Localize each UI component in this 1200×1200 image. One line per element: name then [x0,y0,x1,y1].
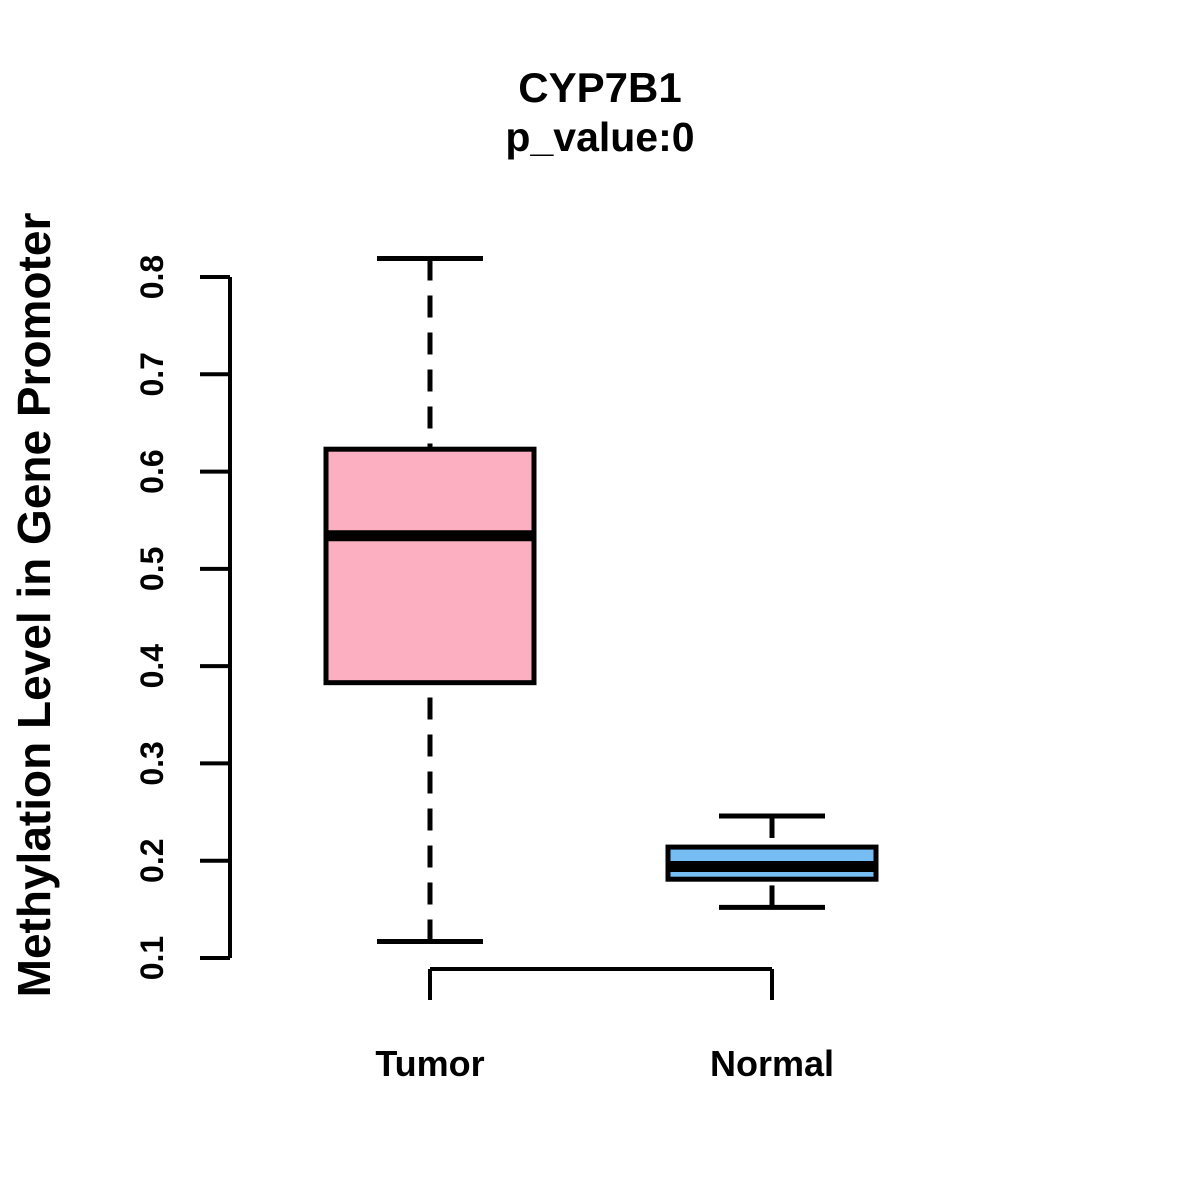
y-axis-title: Methylation Level in Gene Promoter [8,212,60,998]
y-tick-label: 0.4 [134,644,170,689]
chart-subtitle: p_value:0 [505,114,695,160]
chart-title: CYP7B1 [518,64,682,111]
y-tick-label: 0.6 [134,449,170,493]
x-category-label-normal: Normal [709,1043,835,1084]
tumor-box [323,446,537,686]
y-tick-label: 0.8 [134,255,170,299]
x-category-label-tumor: Tumor [375,1043,485,1084]
y-tick-label: 0.5 [134,547,170,591]
y-tick-label: 0.3 [134,741,170,785]
y-tick-label: 0.1 [134,936,170,980]
y-tick-label: 0.2 [134,838,170,882]
y-tick-label: 0.7 [134,352,170,396]
